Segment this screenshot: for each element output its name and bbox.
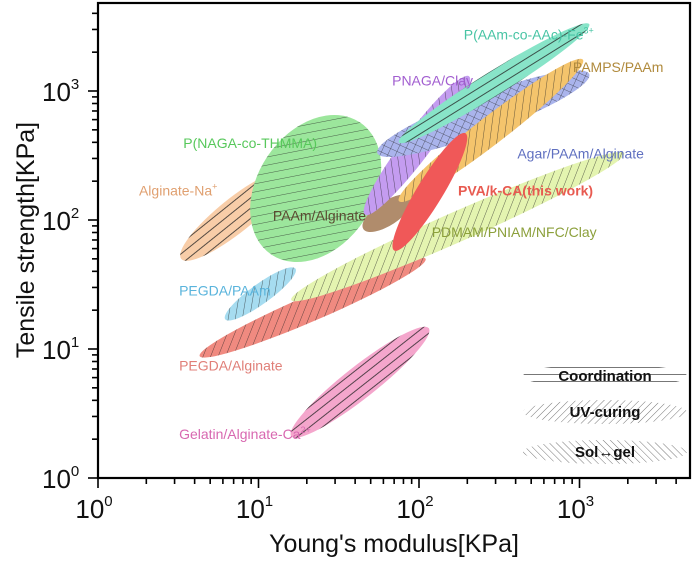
region-label: P(AAm-co-AAc)-Fe3+ [464, 26, 594, 43]
y-tick-label: 103 [42, 76, 79, 107]
x-tick-label: 103 [557, 493, 594, 524]
region-hatch [250, 114, 382, 263]
region-label-superscript: 3+ [584, 26, 594, 36]
legend: Coordination UV-curing Sol↔gel [523, 364, 687, 464]
y-axis-title: Tensile strength[KPa] [12, 122, 40, 358]
region-paam-alginate [362, 194, 413, 232]
legend-label: Coordination [558, 368, 651, 385]
x-tick-label: 102 [396, 493, 433, 524]
legend-swatch [523, 440, 687, 464]
regions-layer [180, 23, 625, 438]
region-hatch [290, 326, 430, 438]
region-p-naga-co-thmma- [250, 114, 382, 263]
region-pegda-paam [224, 267, 296, 321]
region-fill [362, 194, 413, 232]
region-label: PAAm/Alginate [273, 208, 366, 224]
region-label: Alginate-Na+ [139, 181, 217, 198]
y-tick-label: 100 [42, 463, 79, 494]
x-axis-title: Young's modulus[KPa] [269, 530, 519, 558]
x-tick-label: 100 [75, 493, 112, 524]
legend-swatch [523, 364, 687, 388]
region-label: Gelatin/Alginate-Ca2+ [179, 425, 311, 442]
region-label: PNAGA/Clay [392, 73, 473, 89]
region-label: PAMPS/PAAm [573, 59, 664, 75]
region-label: Agar/PAAm/Alginate [517, 145, 644, 161]
region-pdmam-pniam-nfc-clay [291, 151, 625, 302]
region-label: PEGDA/PAAm [179, 282, 271, 298]
region-gelatin-alginate-ca2- [290, 326, 430, 438]
region-hatch [224, 267, 296, 321]
legend-label: UV-curing [570, 404, 641, 421]
y-axis: 100 101 102 103 [42, 12, 98, 494]
region-pegda-alginate [199, 257, 426, 358]
y-tick-label: 101 [42, 334, 79, 365]
region-pva-k-ca-this-work- [392, 132, 468, 251]
region-hatch [398, 23, 590, 144]
legend-label: Sol↔gel [575, 444, 635, 461]
region-label: PVA/k-CA(this work) [458, 182, 593, 198]
region-p-aam-co-aac-fe3- [398, 23, 590, 144]
region-hatch [291, 151, 625, 302]
legend-entry: Coordination [523, 364, 687, 388]
region-hatch [199, 257, 426, 358]
x-tick-label: 101 [236, 493, 273, 524]
region-label: PEGDA/Alginate [179, 358, 283, 374]
y-tick-label: 102 [42, 205, 79, 236]
x-axis: 100 101 102 103 [75, 478, 677, 524]
region-label-superscript: 2+ [300, 425, 310, 435]
legend-swatch [523, 400, 687, 424]
region-fill [392, 132, 468, 251]
legend-entry: Sol↔gel [523, 440, 687, 464]
legend-entry: UV-curing [523, 400, 687, 424]
region-label: PDMAM/PNIAM/NFC/Clay [432, 224, 597, 240]
region-label: P(NAGA-co-THMMA) [183, 135, 317, 151]
region-labels-layer: PEGDA/Alginate Gelatin/Alginate-Ca2+ PEGDA… [139, 26, 663, 443]
region-label-superscript: + [212, 181, 217, 191]
